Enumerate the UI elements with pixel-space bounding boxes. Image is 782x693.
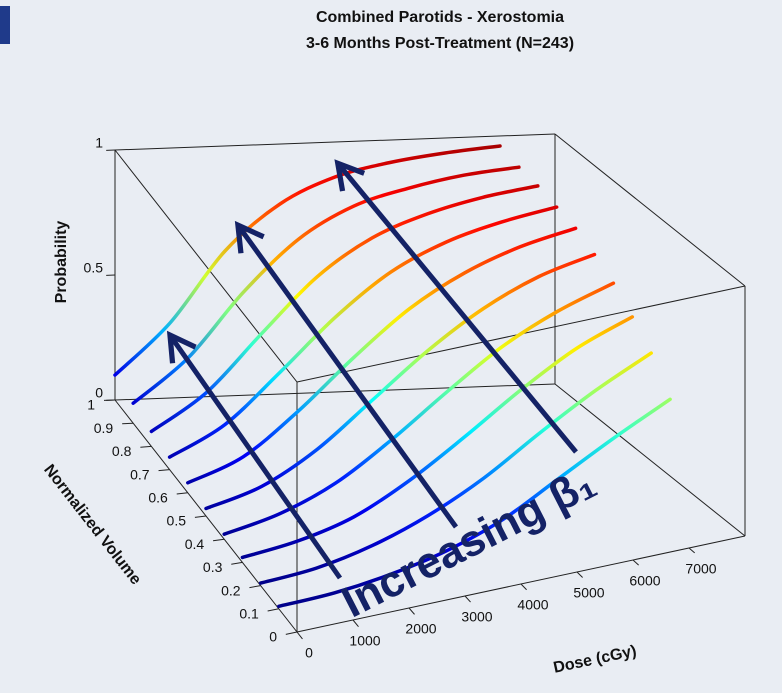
y-tick-label: 0.6 xyxy=(148,490,168,506)
x-tick-label: 2000 xyxy=(405,621,436,637)
y-tick xyxy=(158,469,170,472)
x-tick xyxy=(520,583,527,591)
curve xyxy=(113,144,502,377)
y-tick-label: 0.2 xyxy=(221,582,241,598)
x-tick xyxy=(296,631,303,640)
z-tick-label: 0 xyxy=(95,385,103,401)
z-tick-label: 0.5 xyxy=(84,260,104,276)
box-edge xyxy=(114,133,556,151)
y-tick-label: 0.4 xyxy=(185,536,205,552)
y-tick xyxy=(231,561,243,565)
y-tick xyxy=(140,445,152,448)
x-tick xyxy=(688,547,695,554)
arrow xyxy=(166,330,343,580)
box-edge xyxy=(554,383,746,537)
y-tick-label: 0 xyxy=(269,629,277,645)
corner-bar xyxy=(0,6,10,44)
y-tick-label: 0.9 xyxy=(94,420,114,436)
curve xyxy=(277,397,672,609)
x-tick-label: 4000 xyxy=(517,597,548,613)
x-tick-label: 1000 xyxy=(349,633,380,649)
y-tick xyxy=(213,538,225,542)
arrow xyxy=(234,220,459,529)
x-tick xyxy=(352,619,359,627)
x-tick-label: 7000 xyxy=(685,561,716,577)
curve xyxy=(167,205,559,459)
x-tick-label: 0 xyxy=(305,645,313,661)
chart-subtitle: 3-6 Months Post-Treatment (N=243) xyxy=(306,35,574,52)
z-tick-label: 1 xyxy=(95,135,103,151)
y-tick-label: 0.5 xyxy=(167,513,187,529)
y-tick-label: 1 xyxy=(87,397,95,413)
box-edge xyxy=(114,383,556,401)
x-tick-label: 5000 xyxy=(573,585,604,601)
arrows xyxy=(166,159,578,580)
y-tick xyxy=(122,422,134,425)
box-edge xyxy=(114,149,298,383)
x-tick-label: 3000 xyxy=(461,609,492,625)
y-tick-label: 0.8 xyxy=(112,443,132,459)
x-tick xyxy=(632,559,639,566)
x-tick xyxy=(576,571,583,578)
y-tick xyxy=(285,631,298,635)
y-tick-label: 0.1 xyxy=(239,606,259,622)
x-tick-label: 6000 xyxy=(629,573,660,589)
z-axis-label: Probability xyxy=(53,221,70,304)
x-tick xyxy=(408,607,415,615)
y-tick xyxy=(176,492,188,495)
y-tick xyxy=(249,585,261,589)
chart-title: Combined Parotids - Xerostomia xyxy=(316,9,564,26)
y-tick-label: 0.3 xyxy=(203,559,223,575)
y-tick-label: 0.7 xyxy=(130,466,150,482)
y-tick xyxy=(194,515,207,518)
curve xyxy=(258,351,653,585)
arrow xyxy=(334,159,578,454)
y-tick xyxy=(267,608,279,612)
x-tick xyxy=(464,595,471,603)
box-edge xyxy=(554,133,746,287)
